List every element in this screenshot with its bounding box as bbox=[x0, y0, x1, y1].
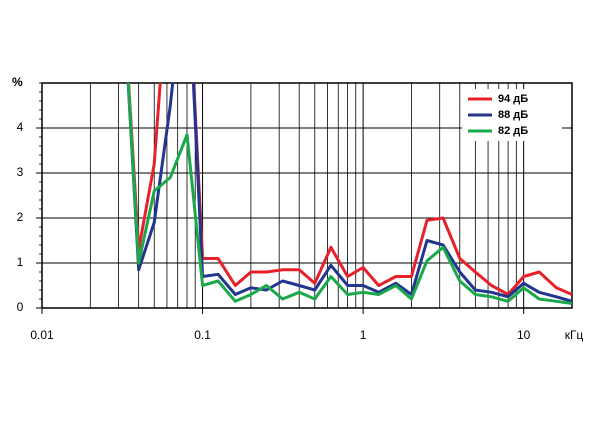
x-tick-label: 10 bbox=[517, 328, 531, 342]
y-tick-label: 0 bbox=[17, 300, 24, 314]
legend-label: 88 дБ bbox=[498, 109, 528, 121]
x-tick-label: 0.01 bbox=[30, 328, 54, 342]
y-tick-label: 1 bbox=[17, 255, 24, 269]
x-axis-label: кГц bbox=[565, 328, 584, 342]
series-line bbox=[126, 83, 572, 305]
series-line bbox=[126, 83, 572, 303]
y-tick-label: 4 bbox=[17, 120, 24, 134]
legend-label: 82 дБ bbox=[498, 125, 528, 137]
y-axis-label: % bbox=[12, 75, 23, 89]
legend-label: 94 дБ bbox=[498, 93, 528, 105]
y-tick-label: 2 bbox=[17, 210, 24, 224]
x-tick-label: 1 bbox=[360, 328, 367, 342]
x-tick-label: 0.1 bbox=[194, 328, 211, 342]
y-tick-label: 3 bbox=[17, 165, 24, 179]
